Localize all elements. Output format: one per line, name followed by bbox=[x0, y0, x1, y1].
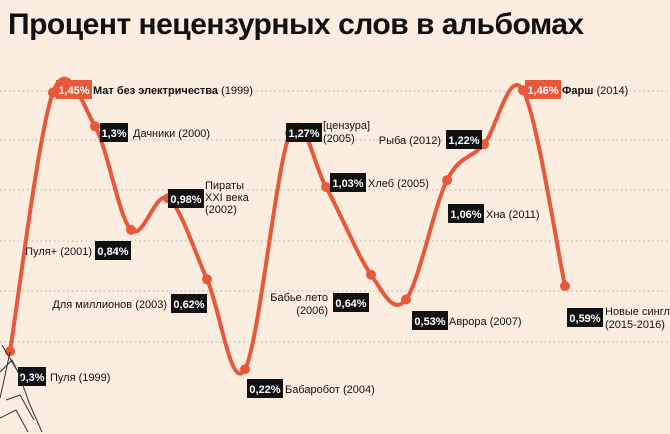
value-label: 1,27% bbox=[288, 128, 319, 140]
sketch-stroke bbox=[1, 344, 43, 433]
value-badge bbox=[171, 294, 207, 313]
value-label: 0,98% bbox=[170, 194, 201, 206]
album-label: Пираты bbox=[205, 180, 244, 192]
album-label: (2015-2016) bbox=[605, 319, 665, 331]
chart-title: Процент нецензурных слов в альбомах bbox=[8, 8, 584, 41]
value-label: 0,59% bbox=[569, 313, 600, 325]
album-label: (2002) bbox=[205, 204, 237, 216]
data-point bbox=[401, 294, 411, 305]
value-label: 0,64% bbox=[335, 298, 366, 310]
album-label: [цензура] bbox=[323, 120, 370, 132]
album-label: Бабаробот (2004) bbox=[285, 384, 375, 396]
value-badge bbox=[333, 293, 369, 312]
value-badge bbox=[567, 308, 603, 327]
value-badge bbox=[247, 379, 283, 398]
data-point bbox=[442, 175, 452, 186]
value-label: 1,03% bbox=[332, 178, 363, 190]
value-badge bbox=[446, 130, 482, 149]
data-point bbox=[202, 274, 212, 285]
value-badge bbox=[525, 80, 561, 99]
album-label: XXI века bbox=[205, 192, 250, 204]
album-label: Хлеб (2005) bbox=[368, 178, 429, 190]
album-label: Для миллионов (2003) bbox=[52, 299, 167, 311]
data-point bbox=[90, 121, 100, 132]
decorative-sketch bbox=[0, 344, 43, 433]
album-label: Новые синглы bbox=[605, 306, 670, 318]
album-label: Аврора (2007) bbox=[449, 316, 522, 328]
value-label: 0,62% bbox=[173, 299, 204, 311]
value-label: 0,53% bbox=[414, 316, 445, 328]
album-label: Пуля+ (2001) bbox=[25, 246, 92, 258]
value-label: 1,22% bbox=[448, 135, 479, 147]
value-label: 1,45% bbox=[58, 85, 89, 97]
album-label: Пуля (1999) bbox=[50, 372, 110, 384]
data-point bbox=[5, 346, 15, 357]
data-point bbox=[48, 87, 58, 98]
value-label: 1,46% bbox=[527, 85, 558, 97]
value-label: 0,84% bbox=[97, 246, 128, 258]
sketch-stroke bbox=[0, 409, 29, 433]
value-badge bbox=[100, 123, 128, 142]
album-label: (2006) bbox=[296, 305, 328, 317]
value-badge bbox=[18, 367, 46, 386]
value-label: 1,3% bbox=[101, 128, 126, 140]
value-badge bbox=[286, 123, 322, 142]
album-label: Рыба (2012) bbox=[379, 135, 441, 147]
data-point bbox=[126, 224, 136, 235]
value-badge bbox=[168, 189, 204, 208]
value-label: 0,3% bbox=[19, 372, 44, 384]
value-badge bbox=[330, 173, 366, 192]
album-label: (2005) bbox=[323, 133, 355, 145]
value-label: 0,22% bbox=[249, 384, 280, 396]
sketch-stroke bbox=[0, 359, 23, 381]
value-badge bbox=[95, 241, 131, 260]
album-label: Дачники (2000) bbox=[133, 128, 210, 140]
data-point bbox=[560, 281, 570, 291]
sketch-stroke bbox=[0, 351, 11, 399]
sketch-stroke bbox=[5, 394, 35, 421]
value-badge bbox=[448, 204, 484, 223]
value-label: 1,06% bbox=[450, 209, 481, 221]
album-label: Хна (2011) bbox=[486, 209, 540, 221]
album-label: Бабье лето bbox=[270, 292, 328, 304]
value-badge bbox=[412, 311, 448, 330]
value-badge bbox=[56, 80, 92, 99]
album-label: Фарш (2014) bbox=[562, 85, 628, 97]
data-point bbox=[366, 269, 376, 280]
data-point bbox=[321, 182, 331, 192]
data-point bbox=[240, 364, 250, 375]
album-label: Мат без электричества (1999) bbox=[93, 85, 253, 97]
